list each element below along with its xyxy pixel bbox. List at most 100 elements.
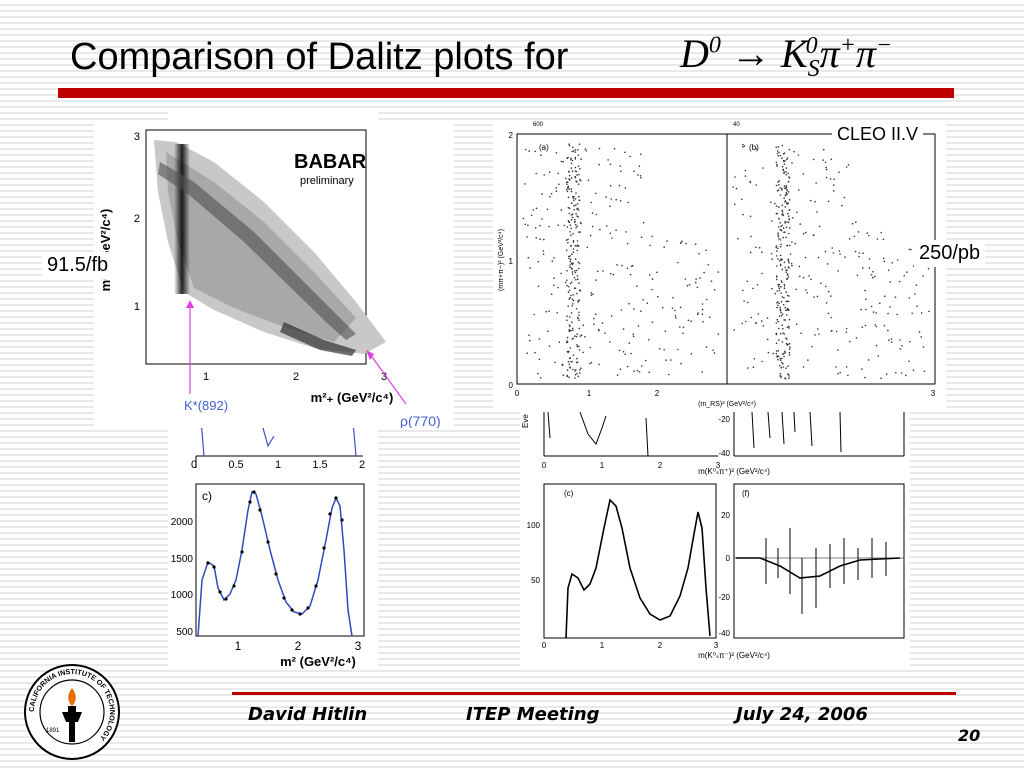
cleo-xtick-0: 0 (515, 389, 520, 398)
cleo-mid-ytick-40: -40 (718, 449, 730, 458)
dalitz-y-tick-1: 1 (134, 301, 140, 313)
proj-x-tick-2: 2 (295, 639, 302, 653)
babar-projection-svg: 0 0.5 1 1.5 2 c) 500 1000 1500 2000 1 2 … (171, 419, 365, 669)
cleo-dalitz-panel: 600 40 (a) (b) 0 1 2 0 1 2 3 (mπ+π−)² (G… (493, 120, 946, 412)
formula-d-sup: 0 (708, 32, 721, 59)
cleo-bottom-xlabel: m(K⁰ₛπ⁻)² (GeV²/c⁴) (698, 651, 770, 660)
rho-arrow (369, 353, 407, 405)
cleo-f-ytick-m20: -20 (718, 593, 730, 602)
footer-rule (232, 692, 956, 695)
proj-panel-label: c) (202, 489, 212, 503)
top-proj-tick-2: 1 (275, 459, 281, 471)
cleo-f-ytick-m40: -40 (718, 629, 730, 638)
cleo-b-xtick-0: 0 (542, 641, 547, 650)
babar-logo: BABAR (294, 151, 367, 173)
slide-title: Comparison of Dalitz plots for (70, 36, 569, 78)
cleo-panel-c: (c) (564, 489, 574, 498)
cleo-mid-xlabel: m(K⁰ₛπ⁺)² (GeV²/c⁴) (698, 467, 770, 476)
cleo-mid-xtick-3: 3 (716, 461, 721, 470)
decay-formula: D0 → KS0π+π− (680, 30, 892, 83)
seal-year: 1891 (46, 728, 60, 734)
formula-d: D (680, 31, 709, 76)
cleo-c-ytick-50: 50 (531, 576, 540, 585)
cleo-mid-xtick-2: 2 (658, 461, 663, 470)
top-proj-tick-1: 0.5 (228, 459, 243, 471)
cleo-name-label: CLEO II.V (832, 122, 924, 147)
top-proj-tick-0: 0 (191, 459, 197, 471)
cleo-xtick-2: 2 (655, 389, 660, 398)
formula-k: K (780, 31, 808, 76)
cleo-f-ytick-0: 0 (726, 554, 731, 563)
proj-x-tick-1: 1 (235, 639, 242, 653)
dalitz-y-tick-3: 3 (134, 131, 140, 143)
cleo-a-scatter (522, 143, 720, 379)
caltech-seal-svg: CALIFORNIA INSTITUTE OF TECHNOLOGY 1891 (24, 664, 120, 760)
cleo-c-ytick-100: 100 (527, 521, 541, 530)
proj-y-tick-1500: 1500 (171, 554, 194, 565)
cleo-mid-xtick-1: 1 (600, 461, 605, 470)
diagonal-band (158, 162, 356, 340)
title-underline-bar (58, 88, 954, 98)
footer-meeting: ITEP Meeting (466, 704, 600, 725)
cleo-b-frame (726, 133, 936, 385)
cleo-c-frame (543, 483, 717, 639)
rho-band (280, 322, 356, 356)
torch-flame-icon (68, 688, 76, 706)
babar-logo-sub: preliminary (300, 175, 354, 187)
dalitz-x-tick-3: 3 (381, 371, 387, 383)
cleo-ytick-0: 0 (509, 381, 514, 390)
cleo-projection-panel: Eve -20 -40 0 1 2 3 m(K⁰ₛπ⁺)² (GeV²/c⁴) … (520, 408, 910, 666)
babar-dalitz-panel: BABAR preliminary 3 2 1 1 2 3 m²₋ (GeV²/… (94, 122, 454, 429)
proj-xlabel: m² (GeV²/c⁴) (280, 654, 356, 669)
kstar-label: K*(892) (184, 398, 228, 413)
cleo-ylabel: (mπ+π−)² (GeV²/c⁴) (498, 229, 505, 291)
cleo-xtick-1: 1 (587, 389, 592, 398)
proj-frame (195, 483, 365, 637)
dalitz-xlabel: m²₊ (GeV²/c⁴) (311, 390, 394, 405)
formula-pi2: π (855, 31, 876, 76)
proj-y-tick-2000: 2000 (171, 517, 194, 528)
cleo-ytick-1: 1 (509, 257, 514, 266)
kstar-band (174, 144, 190, 294)
formula-k-sup: 0 (805, 32, 818, 59)
footer-date: July 24, 2006 (736, 704, 868, 725)
cleo-f-ytick-20: 20 (721, 511, 730, 520)
cleo-lumi-label: 250/pb (914, 240, 986, 267)
formula-pi2-sup: − (875, 32, 893, 59)
cleo-xlabel: (m_RS)² (GeV²/c⁴) (698, 401, 756, 408)
proj-y-tick-1000: 1000 (171, 590, 194, 601)
top-proj-tick-4: 2 (359, 459, 365, 471)
dalitz-y-tick-2: 2 (134, 213, 140, 225)
cleo-b-xtick-2: 2 (658, 641, 663, 650)
cleo-f-curve (736, 557, 901, 579)
cleo-c-curve (565, 498, 711, 639)
cleo-panel-b: (b) (749, 143, 759, 152)
dalitz-x-tick-1: 1 (203, 371, 209, 383)
top-proj-tick-3: 1.5 (312, 459, 327, 471)
kstar-arrowhead (186, 300, 194, 308)
cleo-b-xtick-3: 3 (714, 641, 719, 650)
cleo-ytick-2: 2 (509, 131, 514, 140)
cleo-xtick-3: 3 (931, 389, 936, 398)
cleo-f-frame (733, 483, 905, 639)
cleo-b-scatter (732, 143, 930, 380)
cleo-f-errorbars (765, 528, 887, 614)
formula-pi1: π (819, 31, 840, 76)
cleo-a-frame (516, 133, 728, 385)
rho-arrowhead (366, 350, 374, 360)
proj-points (206, 490, 344, 616)
babar-lumi-label: 91.5/fb (42, 252, 114, 279)
formula-k-sub: S (807, 56, 820, 82)
proj-y-tick-500: 500 (176, 627, 193, 638)
rho-label: ρ(770) (400, 413, 441, 428)
dalitz-x-tick-2: 2 (293, 371, 299, 383)
cleo-projection-svg: Eve -20 -40 0 1 2 3 m(K⁰ₛπ⁺)² (GeV²/c⁴) … (521, 408, 905, 660)
dalitz-frame (145, 129, 367, 365)
babar-dalitz-svg: BABAR preliminary 3 2 1 1 2 3 m²₋ (GeV²/… (98, 129, 441, 429)
footer-author: David Hitlin (248, 704, 368, 725)
cleo-panel-a: (a) (539, 143, 549, 152)
cleo-top-tick-40: 40 (733, 122, 740, 128)
cleo-mid-ylabel: Eve (521, 414, 530, 428)
caltech-logo: CALIFORNIA INSTITUTE OF TECHNOLOGY 1891 (22, 662, 122, 762)
cleo-top-tick-600: 600 (533, 122, 544, 128)
